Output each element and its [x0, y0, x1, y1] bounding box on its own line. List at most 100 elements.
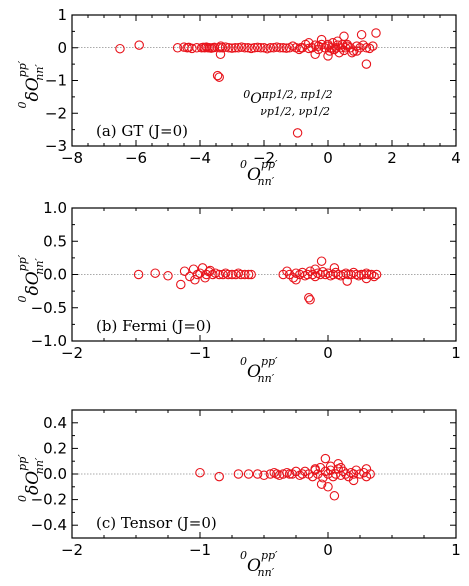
data-point [224, 43, 234, 53]
data-point [214, 72, 224, 82]
panel-label: (b) Fermi (J=0) [96, 317, 211, 335]
y-tick-label: 0.4 [43, 414, 67, 432]
data-point [307, 269, 318, 280]
panel-label: (c) Tensor (J=0) [96, 514, 217, 532]
x-tick-label: 0 [323, 541, 333, 559]
data-point [341, 469, 351, 479]
data-point [310, 271, 320, 282]
y-tick-label: −1.0 [31, 332, 67, 350]
panel-2: −2 −1 0 1−1.0−0.50.00.51.0(b) Fermi (J=0)0O… [16, 199, 461, 385]
data-point [348, 475, 359, 486]
y-tick-label: 0 [57, 39, 67, 57]
data-point [163, 271, 173, 281]
x-axis-label: 0Opp′ nn′ [240, 355, 278, 385]
data-point [243, 43, 253, 53]
data-point [351, 269, 361, 280]
data-point [329, 263, 340, 273]
data-point [369, 271, 379, 282]
data-point [246, 43, 256, 54]
y-axis-label: 0δOpp′ nn′ [16, 254, 46, 302]
x-axis-label-part: nn′ [258, 566, 275, 579]
data-point [227, 43, 237, 53]
data-point [316, 256, 327, 266]
data-point [243, 469, 254, 479]
data-point [210, 268, 221, 278]
y-axis-label-part: pp′ [16, 454, 29, 471]
data-point [236, 269, 246, 280]
x-tick-label: −6 [125, 149, 147, 167]
data-point [356, 29, 367, 40]
x-axis-label-part: 0 [240, 549, 247, 562]
data-point [223, 269, 233, 280]
data-point [315, 269, 326, 280]
y-tick-label: −1 [45, 72, 67, 90]
data-point [328, 269, 338, 280]
y-tick-label: −0.5 [31, 299, 67, 317]
x-tick-label: 2 [387, 149, 397, 167]
data-point [343, 269, 354, 280]
data-point [252, 42, 263, 53]
x-axis-label-part: O [247, 556, 261, 576]
y-axis-label-part: 0 [16, 296, 29, 303]
y-tick-label: 0.5 [43, 232, 67, 250]
data-point [323, 482, 333, 492]
y-tick-label: 1 [57, 6, 67, 24]
data-point [347, 47, 357, 58]
data-point [371, 28, 381, 38]
y-axis-label-part: δO [23, 77, 43, 101]
x-axis-label-part: pp′ [261, 355, 278, 368]
data-point [275, 43, 285, 53]
panel-1: −8 −6 −4 −2 0 2 4−3−2−101(a) GT (J=0)0Opp′ nn′0… [16, 6, 461, 188]
data-point [256, 43, 266, 53]
data-point [282, 266, 292, 276]
annotation-line-1: 0Oπp1/2, πp1/2 [243, 88, 332, 107]
x-tick-label: −4 [189, 149, 211, 167]
data-point [281, 43, 292, 53]
x-axis-label-part: nn′ [258, 175, 275, 188]
y-axis-label-part: 0 [16, 495, 29, 502]
data-point [304, 38, 314, 48]
data-point [329, 44, 340, 55]
x-tick-label: 0 [323, 149, 333, 167]
data-point [323, 268, 333, 278]
data-point [355, 469, 365, 479]
y-axis-label-part: δO [23, 271, 43, 295]
data-point [133, 269, 144, 280]
data-point [240, 43, 250, 53]
x-axis-label-part: O [247, 165, 261, 185]
x-axis-label-part: nn′ [258, 372, 275, 385]
y-tick-label: 1.0 [43, 199, 67, 217]
data-point [214, 471, 224, 482]
data-point [368, 41, 378, 51]
data-point [214, 269, 224, 280]
data-point [371, 269, 382, 280]
y-axis-label: 0δOpp′ nn′ [16, 60, 46, 108]
data-point [115, 43, 125, 54]
data-point [320, 453, 331, 464]
data-point [328, 471, 338, 482]
panel-label: (a) GT (J=0) [96, 122, 188, 140]
data-point [265, 469, 276, 479]
x-tick-label: 1 [451, 541, 461, 559]
data-point [243, 269, 254, 280]
data-point [205, 265, 215, 276]
data-point [195, 467, 205, 478]
data-point [291, 268, 301, 278]
data-point [361, 273, 372, 284]
x-tick-label: −2 [61, 541, 83, 559]
data-point [310, 49, 320, 60]
x-tick-label: 0 [323, 344, 333, 362]
data-point [233, 469, 244, 479]
y-axis-label: 0δOpp′ nn′ [16, 454, 46, 502]
data-point [278, 469, 288, 479]
data-point [310, 264, 320, 274]
y-tick-label: 0.2 [43, 439, 67, 457]
y-axis-label-part: 0 [16, 102, 29, 109]
data-point [176, 279, 186, 290]
data-point [292, 128, 303, 138]
data-point [172, 43, 183, 53]
data-point [329, 491, 340, 501]
annotation-line-2: νp1/2, νp1/2 [260, 105, 330, 118]
data-point [190, 275, 200, 285]
annotation-text: πp1/2, πp1/2 [261, 88, 333, 101]
